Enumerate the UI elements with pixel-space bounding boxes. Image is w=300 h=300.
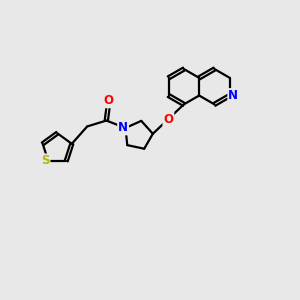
Text: N: N xyxy=(118,122,128,134)
Text: O: O xyxy=(104,94,114,107)
Text: N: N xyxy=(228,89,238,102)
Text: S: S xyxy=(41,154,50,167)
Text: O: O xyxy=(164,112,173,125)
